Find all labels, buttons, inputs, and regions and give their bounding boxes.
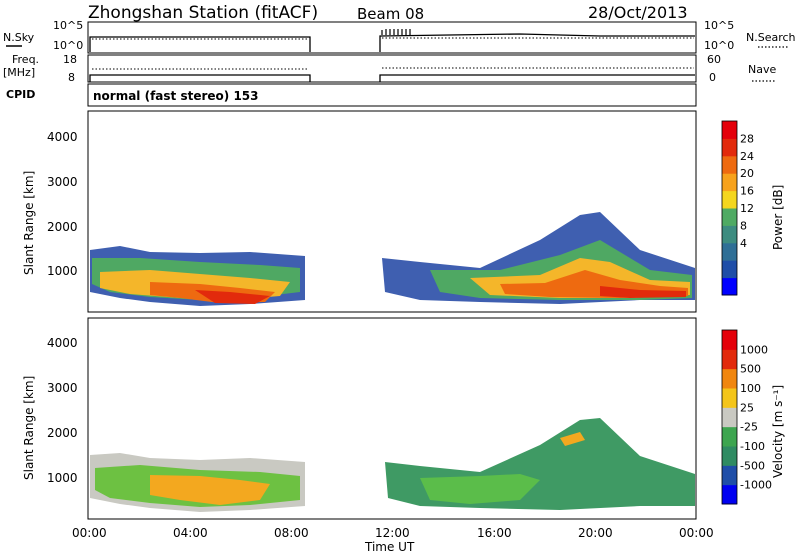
power-echoes: [90, 212, 695, 306]
power-colorbar-fill: [722, 121, 737, 296]
cpid-label: CPID: [6, 88, 35, 101]
colorbar-segment: [722, 173, 737, 192]
velocity-colorbar-tick-2: 100: [740, 382, 761, 395]
power-ytick-1000: 1000: [47, 264, 78, 278]
velocity-ytick-3000: 3000: [47, 381, 78, 395]
noise-tick-high-right: 10^5: [704, 19, 734, 32]
velocity-colorbar-tick-7: -1000: [740, 479, 772, 492]
colorbar-segment: [722, 407, 737, 428]
nsearch-label: N.Search: [746, 31, 796, 44]
xlabel: Time UT: [364, 540, 415, 554]
colorbar-segment: [722, 208, 737, 226]
velocity-colorbar: 1000 500 100 25 -25 -100 -500 -1000 Velocity [m…: [721, 329, 785, 505]
power-ytick-2000: 2000: [47, 220, 78, 234]
power-panel: 4000 3000 2000 1000 Slant Range [km]: [22, 110, 697, 313]
power-ytick-4000: 4000: [47, 130, 78, 144]
velocity-colorbar-tick-3: 25: [740, 401, 754, 414]
xtick-3: 12:00: [375, 526, 410, 540]
freq-unit-label: [MHz]: [3, 66, 35, 79]
noise-tick-low-right: 10^0: [704, 39, 734, 52]
velocity-colorbar-label: Velocity [m s⁻¹]: [771, 385, 785, 478]
power-colorbar-tick-3: 16: [740, 185, 754, 198]
freq-tick-high: 18: [63, 53, 77, 66]
xtick-2: 08:00: [274, 526, 309, 540]
colorbar-segment: [722, 242, 737, 261]
velocity-ytick-2000: 2000: [47, 426, 78, 440]
power-colorbar-label: Power [dB]: [771, 185, 785, 250]
colorbar-segment: [722, 446, 737, 466]
noise-tick-high: 10^5: [53, 19, 83, 32]
xtick-4: 16:00: [477, 526, 512, 540]
colorbar-segment: [722, 330, 737, 350]
power-colorbar-tick-5: 8: [740, 219, 747, 232]
power-colorbar-tick-2: 20: [740, 167, 754, 180]
station-title: Zhongshan Station (fitACF): [88, 3, 318, 23]
nave-tick-high: 60: [707, 53, 721, 66]
xtick-5: 20:00: [578, 526, 613, 540]
noise-tick-low: 10^0: [53, 39, 83, 52]
velocity-colorbar-tick-1: 500: [740, 363, 761, 376]
velocity-ytick-1000: 1000: [47, 471, 78, 485]
colorbar-segment: [722, 484, 737, 505]
velocity-ylabel: Slant Range [km]: [22, 376, 36, 480]
noise-panel: N.Sky 10^5 10^0 10^5 10^0 N.Search: [3, 19, 796, 54]
power-ylabel: Slant Range [km]: [22, 171, 36, 275]
colorbar-segment: [722, 155, 737, 174]
colorbar-segment: [722, 121, 737, 139]
colorbar-segment: [722, 426, 737, 447]
velocity-colorbar-tick-5: -100: [740, 440, 765, 453]
xtick-6: 00:00: [679, 526, 714, 540]
velocity-ytick-4000: 4000: [47, 336, 78, 350]
colorbar-segment: [722, 349, 737, 370]
velocity-panel: 4000 3000 2000 1000 Slant Range [km]: [22, 317, 697, 520]
velocity-colorbar-tick-6: -500: [740, 459, 765, 472]
colorbar-segment: [722, 138, 737, 157]
cpid-text: normal (fast stereo) 153: [93, 89, 259, 103]
velocity-colorbar-tick-0: 1000: [740, 343, 768, 356]
colorbar-segment: [722, 368, 737, 389]
xtick-0: 00:00: [72, 526, 107, 540]
colorbar-segment: [722, 190, 737, 209]
nave-label: Nave: [748, 63, 776, 76]
nsky-label: N.Sky: [3, 31, 35, 44]
xtick-1: 04:00: [173, 526, 208, 540]
freq-tick-low: 8: [68, 71, 75, 84]
colorbar-segment: [722, 260, 737, 279]
freq-nave-panel: Freq. [MHz] 18 8 60 0 Nave CPID: [3, 53, 776, 101]
date-label: 28/Oct/2013: [588, 3, 688, 22]
power-colorbar-tick-1: 24: [740, 150, 754, 163]
beam-label: Beam 08: [357, 5, 424, 23]
colorbar-segment: [722, 225, 737, 244]
velocity-echoes: [90, 418, 695, 512]
power-ytick-3000: 3000: [47, 175, 78, 189]
time-axis: 00:00 04:00 08:00 12:00 16:00 20:00 00:0…: [72, 526, 714, 554]
cpid-panel: normal (fast stereo) 153: [87, 83, 697, 107]
colorbar-segment: [722, 465, 737, 486]
power-colorbar-tick-6: 4: [740, 237, 747, 250]
nave-tick-low: 0: [709, 71, 716, 84]
velocity-colorbar-fill: [722, 330, 737, 505]
velocity-colorbar-tick-4: -25: [740, 421, 758, 434]
freq-label: Freq.: [12, 53, 39, 66]
power-colorbar-tick-0: 28: [740, 132, 754, 145]
colorbar-segment: [722, 388, 737, 408]
power-colorbar: 28 24 20 16 12 8 4 Power [dB]: [721, 120, 785, 296]
power-colorbar-tick-4: 12: [740, 202, 754, 215]
colorbar-segment: [722, 277, 737, 296]
